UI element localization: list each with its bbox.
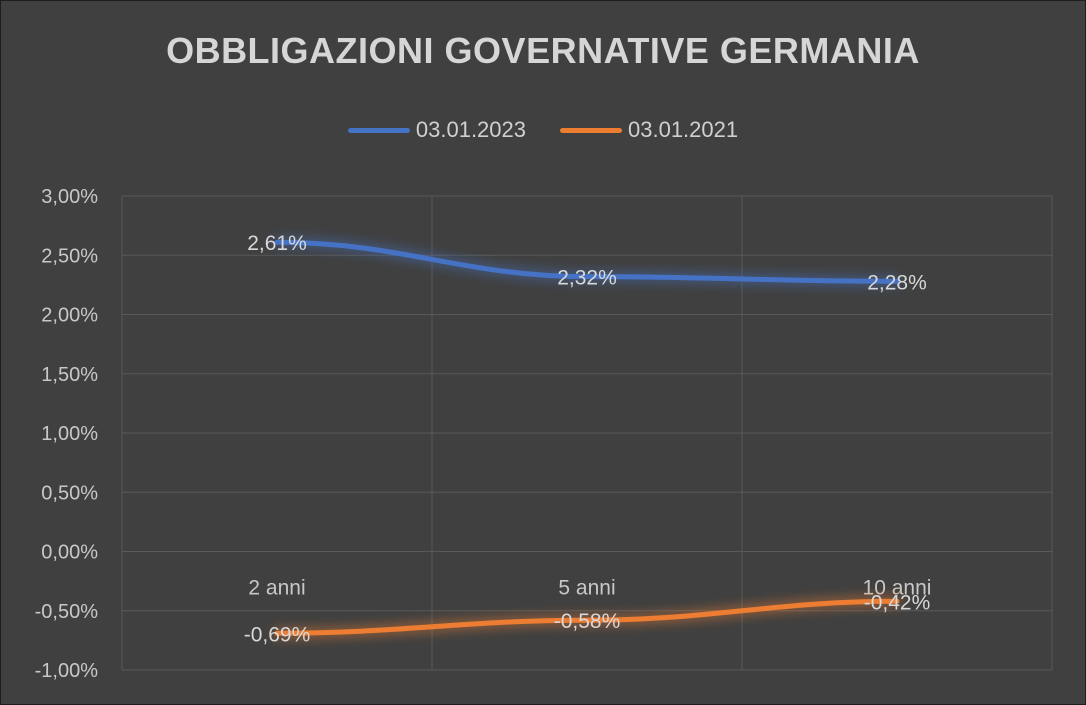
- legend-swatch-series-1: [347, 127, 410, 133]
- gridlines: [121, 195, 1053, 671]
- x-category-label: 2 anni: [248, 577, 305, 600]
- legend-swatch-series-2: [560, 127, 622, 133]
- y-tick-label: 2,00%: [41, 305, 98, 327]
- chart-title: OBBLIGAZIONI GOVERNATIVE GERMANIA: [166, 30, 920, 71]
- legend-label-series-2: 03.01.2021: [628, 117, 739, 142]
- data-label-series-2: -0,69%: [244, 623, 311, 646]
- x-category-label: 10 anni: [863, 577, 932, 600]
- y-axis-tick-labels: 3,00% 2,50% 2,00% 1,50% 1,00% 0,50% 0,00% -0,50…: [35, 186, 99, 682]
- series-line-2: [274, 598, 900, 636]
- legend-label-series-1: 03.01.2023: [415, 117, 526, 142]
- data-label-series-2: -0,42%: [864, 591, 931, 614]
- legend-item-series-2: 03.01.2021: [560, 117, 738, 143]
- series-lines: [274, 239, 900, 636]
- series-line-1: [274, 239, 900, 284]
- chart-legend: 03.01.2023 03.01.2021: [0, 117, 1086, 143]
- y-tick-label: 0,50%: [41, 482, 98, 504]
- y-tick-label: 3,00%: [41, 186, 98, 208]
- y-tick-label: 0,00%: [41, 542, 98, 564]
- data-label-series-1: 2,28%: [867, 271, 927, 294]
- x-axis-category-labels: 2 anni 5 anni 10 anni: [248, 577, 931, 600]
- data-labels: 2,61% 2,32% 2,28% -0,69% -0,58% -0,42%: [244, 232, 931, 646]
- y-tick-label: -0,50%: [35, 601, 99, 623]
- x-category-label: 5 anni: [558, 577, 615, 600]
- data-label-series-2: -0,58%: [554, 610, 621, 633]
- legend-item-series-1: 03.01.2023: [347, 117, 526, 143]
- data-label-series-1: 2,61%: [247, 232, 307, 255]
- y-tick-label: 1,00%: [41, 423, 98, 445]
- y-tick-label: 2,50%: [41, 245, 98, 267]
- y-tick-label: 1,50%: [41, 364, 98, 386]
- data-label-series-1: 2,32%: [557, 267, 617, 290]
- y-tick-label: -1,00%: [35, 660, 99, 682]
